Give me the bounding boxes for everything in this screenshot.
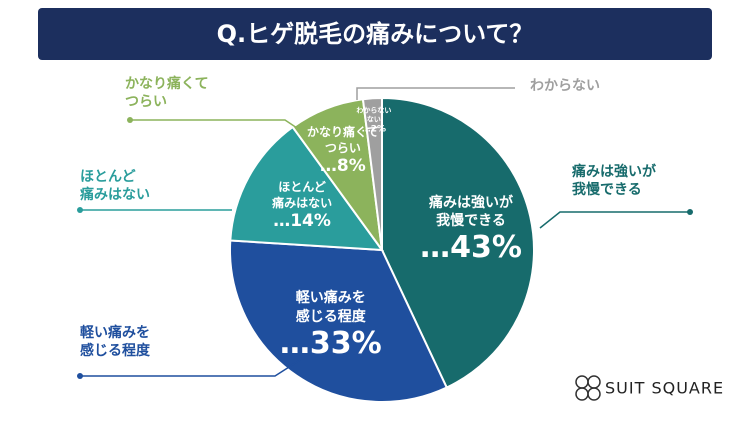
- outer-label: かなり痛くて つらい: [125, 76, 209, 111]
- slice-value: …33%: [279, 325, 382, 361]
- pie: [229, 96, 535, 403]
- chart-title: Q.ヒゲ脱毛の痛みについて？: [217, 20, 534, 48]
- slice-value: …43%: [420, 230, 522, 266]
- leader-dot: [127, 117, 133, 123]
- outer-label: わからない: [530, 78, 600, 94]
- outer-label: 軽い痛みを 感じる程度: [80, 325, 150, 360]
- outer-label: 痛みは強いが 我慢できる: [572, 164, 656, 199]
- slice-label-group: ほとんど 痛みはない …14%: [272, 180, 332, 232]
- slice-label-group: 痛みは強いが 我慢できる …43%: [420, 194, 522, 266]
- pie-slice: [229, 125, 385, 252]
- slice-category: 軽い痛みを 感じる程度: [295, 290, 366, 325]
- slice-label-group: わからない ない …2%: [356, 107, 391, 136]
- brand-name: SUIT SQUARE: [605, 379, 724, 398]
- slice-label-group: 軽い痛みを 感じる程度 …33%: [280, 289, 382, 361]
- leader-line: [539, 211, 690, 229]
- leader-dot: [77, 373, 83, 379]
- slice-label-group: かなり痛くて つらい …8%: [307, 125, 379, 177]
- slice-value: …8%: [319, 156, 366, 177]
- title-bar: [38, 8, 712, 60]
- pie-slice: [229, 239, 449, 403]
- slice-category: かなり痛くて つらい: [307, 125, 379, 155]
- slice-category: ほとんど 痛みはない: [272, 180, 333, 210]
- pie-slice: [381, 96, 535, 389]
- leader-lines: [77, 87, 693, 379]
- leader-dot: [77, 207, 83, 213]
- leader-line: [80, 359, 301, 377]
- slice-value: …14%: [273, 211, 331, 232]
- slice-category: 痛みは強いが 我慢できる: [429, 194, 513, 230]
- brand-logo: [575, 375, 601, 401]
- pie-slice: [361, 96, 383, 251]
- outer-label: ほとんど 痛みはない: [80, 169, 150, 204]
- slice-value: …2%: [361, 124, 387, 135]
- slice-category: わからない ない: [356, 106, 392, 124]
- leader-dot: [687, 209, 693, 215]
- leader-line: [356, 87, 515, 100]
- leader-line: [130, 119, 301, 131]
